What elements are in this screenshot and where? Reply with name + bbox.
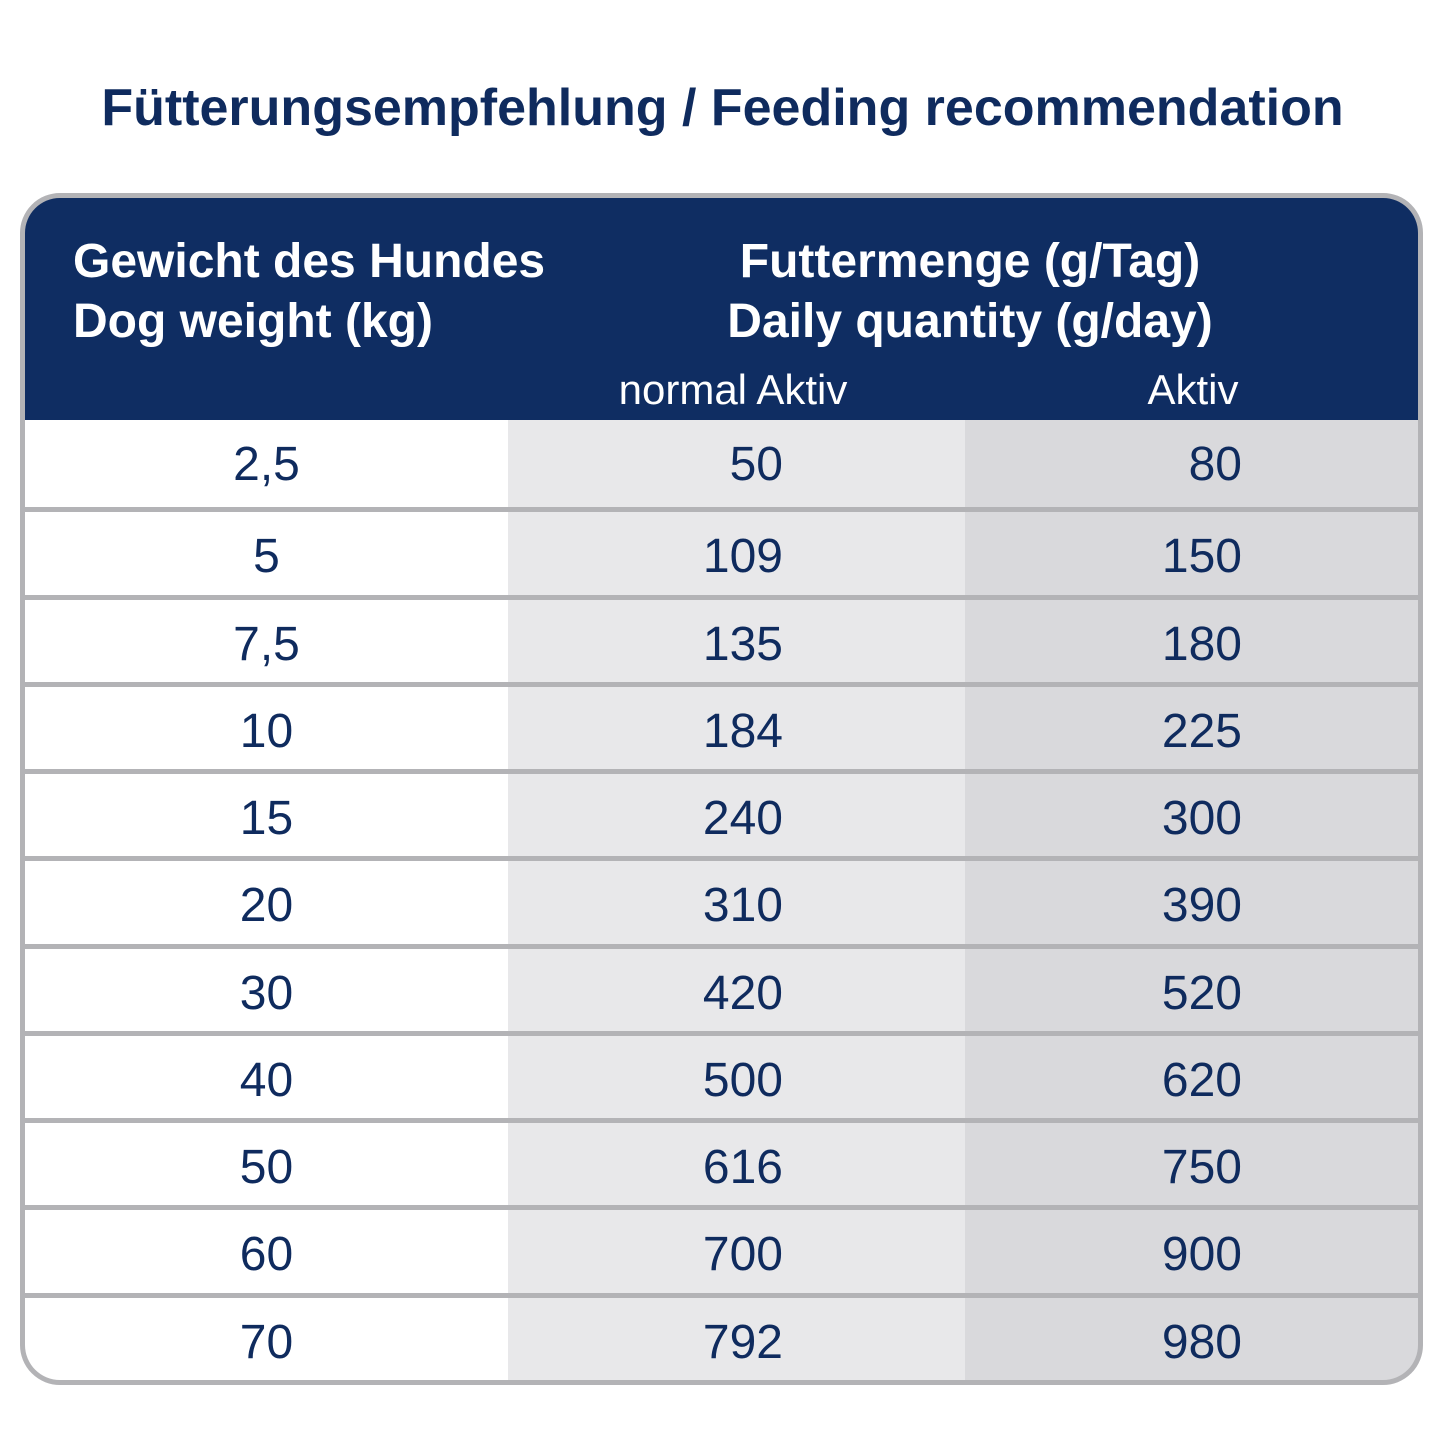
table-cell: 225 [965, 686, 1418, 770]
table-cell: 40 [25, 1035, 508, 1119]
table-cell: 20 [25, 861, 508, 944]
table-row: 40 500 620 [25, 1035, 1418, 1119]
table-cell: 980 [965, 1297, 1418, 1380]
table-cell: 50 [508, 420, 965, 508]
table-row: 60 700 900 [25, 1210, 1418, 1293]
table-cell: 80 [965, 420, 1418, 508]
table-cell: 750 [965, 1123, 1418, 1206]
header-text: Dog weight (kg) [73, 295, 433, 348]
table-cell: 15 [25, 774, 508, 857]
table-row: 50 616 750 [25, 1123, 1418, 1206]
subheader: normal Aktiv [618, 366, 848, 413]
table-cell: 900 [965, 1210, 1418, 1293]
table-cell: 10 [25, 686, 508, 770]
table-cell: 420 [508, 948, 965, 1031]
table-cell: 310 [508, 861, 965, 944]
header-text: Daily quantity (g/day) [727, 295, 1213, 348]
table-cell: 300 [965, 774, 1418, 857]
table-cell: 500 [508, 1035, 965, 1119]
table-cell: 620 [965, 1035, 1418, 1119]
header-text: Futtermenge (g/Tag) [739, 235, 1201, 288]
subheader: Aktiv [1147, 366, 1239, 413]
table-cell: 50 [25, 1123, 508, 1206]
table-row: 20 310 390 [25, 861, 1418, 944]
table-row: 5 109 150 [25, 512, 1418, 595]
table-cell: 60 [25, 1210, 508, 1293]
table-cell: 700 [508, 1210, 965, 1293]
table-row: 70 792 980 [25, 1297, 1418, 1380]
table-cell: 520 [965, 948, 1418, 1031]
table-cell: 7,5 [25, 599, 508, 682]
title: Fütterungsempfehlung / Feeding recommend… [101, 79, 1344, 137]
table-cell: 2,5 [25, 420, 508, 508]
table-cell: 30 [25, 948, 508, 1031]
table-row: 10 184 225 [25, 686, 1418, 770]
table-cell: 5 [25, 512, 508, 595]
table-cell: 150 [965, 512, 1418, 595]
table-cell: 180 [965, 599, 1418, 682]
table-cell: 184 [508, 686, 965, 770]
table-row: 15 240 300 [25, 774, 1418, 857]
header-text: Gewicht des Hundes [73, 235, 546, 288]
table-row: 30 420 520 [25, 948, 1418, 1031]
table-row: 2,5 50 80 [25, 420, 1418, 508]
table-cell: 109 [508, 512, 965, 595]
table-cell: 390 [965, 861, 1418, 944]
table-cell: 70 [25, 1297, 508, 1380]
table-cell: 616 [508, 1123, 965, 1206]
table-cell: 792 [508, 1297, 965, 1380]
table-cell: 240 [508, 774, 965, 857]
table-cell: 135 [508, 599, 965, 682]
table: Gewicht des Hundes Dog weight (kg) Futte… [20, 193, 1423, 1385]
table-row: 7,5 135 180 [25, 599, 1418, 682]
table-header: Gewicht des Hundes Dog weight (kg) Futte… [25, 198, 1418, 420]
